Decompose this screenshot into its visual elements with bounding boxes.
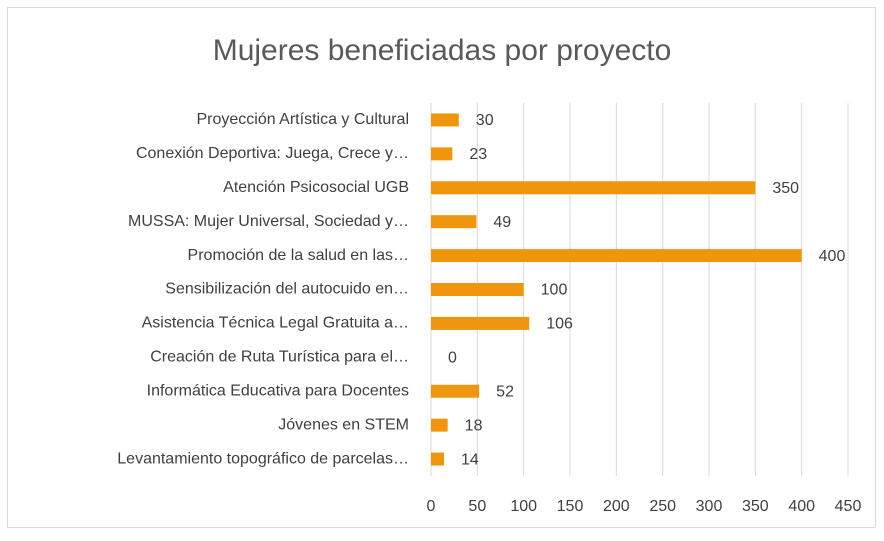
- y-tick-label: Atención Psicosocial UGB: [223, 179, 409, 196]
- y-tick-label: Jóvenes en STEM: [278, 416, 409, 433]
- x-tick-label: 100: [510, 498, 537, 515]
- x-tick-label: 200: [603, 498, 630, 515]
- data-label: 52: [496, 383, 514, 400]
- data-label: 30: [476, 112, 494, 129]
- data-label: 18: [465, 417, 483, 434]
- x-tick-label: 450: [835, 498, 862, 515]
- data-label: 350: [772, 180, 799, 197]
- x-tick-label: 0: [427, 498, 436, 515]
- bar: [431, 113, 459, 127]
- bar: [431, 418, 448, 432]
- y-tick-label: Informática Educativa para Docentes: [147, 382, 409, 399]
- y-tick-label: MUSSA: Mujer Universal, Sociedad y…: [128, 213, 409, 230]
- chart-title: Mujeres beneficiadas por proyecto: [213, 34, 672, 67]
- x-tick-label: 50: [468, 498, 486, 515]
- y-tick-label: Levantamiento topográfico de parcelas…: [117, 450, 409, 467]
- x-tick-label: 250: [649, 498, 676, 515]
- data-label: 106: [546, 316, 573, 333]
- bar: [431, 283, 524, 296]
- x-tick-label: 400: [788, 498, 815, 515]
- y-tick-label: Proyección Artística y Cultural: [196, 111, 409, 128]
- bar: [431, 147, 453, 161]
- bar: [431, 215, 477, 229]
- bar: [431, 384, 480, 398]
- x-tick-label: 300: [696, 498, 723, 515]
- data-label: 400: [819, 248, 846, 265]
- data-label: 23: [469, 146, 487, 163]
- bar: [431, 249, 802, 263]
- data-label: 49: [493, 214, 511, 231]
- y-tick-label: Promoción de la salud en las…: [188, 247, 409, 264]
- x-tick-label: 150: [557, 498, 584, 515]
- bar: [431, 181, 756, 195]
- data-label: 14: [461, 451, 479, 468]
- y-tick-label: Sensibilización del autocuido en…: [165, 281, 409, 298]
- data-label: 0: [448, 350, 457, 367]
- data-label: 100: [541, 282, 568, 299]
- chart-border: [7, 7, 876, 528]
- y-tick-label: Asistencia Técnica Legal Gratuita a…: [142, 315, 409, 332]
- bar: [431, 316, 530, 330]
- x-tick-label: 350: [742, 498, 769, 515]
- bar: [431, 452, 444, 466]
- y-tick-label: Creación de Ruta Turística para el…: [150, 349, 409, 366]
- y-tick-label: Conexión Deportiva: Juega, Crece y…: [136, 145, 409, 162]
